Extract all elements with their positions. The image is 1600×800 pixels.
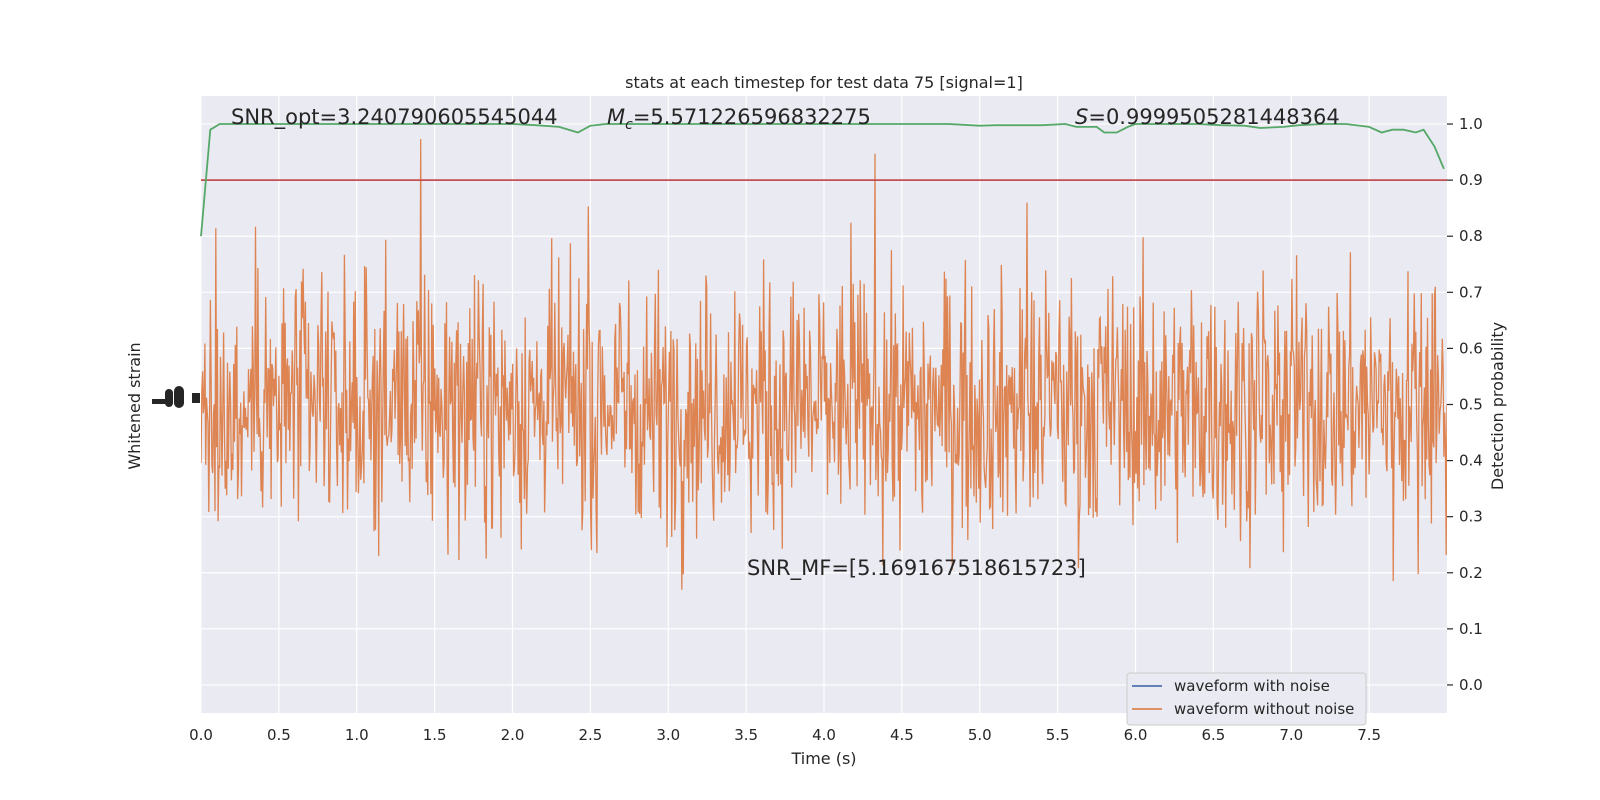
waveform-without-noise-trace (201, 138, 1447, 590)
chirp-mass-symbol: M (607, 105, 625, 129)
x-tick-label: 5.0 (968, 726, 992, 744)
left-axis-squashed-ticks (152, 386, 200, 408)
legend: waveform with noise waveform without noi… (1126, 672, 1367, 726)
right-y-axis-ticks: 0.0 0.1 0.2 0.3 0.4 0.5 0.6 0.7 0.8 0.9 1.0 (1447, 115, 1483, 694)
left-y-axis-label: Whitened strain (125, 342, 144, 469)
x-tick-label: 2.0 (501, 726, 525, 744)
x-tick-label: 6.5 (1201, 726, 1225, 744)
x-tick-label: 0.0 (189, 726, 213, 744)
right-y-axis-label: Detection probability (1488, 322, 1507, 490)
y-tick-label: 0.2 (1459, 564, 1483, 582)
snr-mf-annotation: SNR_MF=[5.169167518615723] (747, 556, 1086, 581)
x-tick-label: 1.5 (423, 726, 447, 744)
x-tick-label: 5.5 (1046, 726, 1070, 744)
y-tick-label: 0.3 (1459, 508, 1483, 526)
chart-title: stats at each timestep for test data 75 … (625, 73, 1023, 92)
x-tick-label: 1.0 (345, 726, 369, 744)
y-tick-label: 0.6 (1459, 339, 1483, 357)
x-axis-ticks: 0.0 0.5 1.0 1.5 2.0 2.5 3.0 3.5 4.0 4.5 5.0 5.5 6.0 6… (189, 726, 1381, 744)
y-tick-label: 0.8 (1459, 227, 1483, 245)
y-tick-label: 1.0 (1459, 115, 1483, 133)
detection-probability-line (200, 123, 1445, 237)
x-tick-label: 3.5 (734, 726, 758, 744)
x-tick-label: 4.0 (812, 726, 836, 744)
s-symbol: S (1075, 105, 1088, 129)
x-tick-label: 2.5 (578, 726, 602, 744)
x-axis-label: Time (s) (790, 749, 856, 768)
s-value: =0.9999505281448364 (1088, 105, 1339, 129)
s-annotation: S=0.9999505281448364 (1075, 105, 1340, 129)
y-tick-label: 0.9 (1459, 171, 1483, 189)
legend-label-noise: waveform with noise (1174, 677, 1330, 695)
x-tick-label: 4.5 (890, 726, 914, 744)
snr-opt-annotation: SNR_opt=3.240790605545044 (231, 105, 558, 130)
x-tick-label: 7.5 (1357, 726, 1381, 744)
y-tick-label: 0.0 (1459, 676, 1483, 694)
y-tick-label: 0.1 (1459, 620, 1483, 638)
chirp-mass-value: =5.571226596832275 (633, 105, 871, 129)
chirp-mass-subscript: c (625, 117, 633, 133)
legend-box (1126, 672, 1367, 726)
y-tick-label: 0.5 (1459, 396, 1483, 414)
x-tick-label: 6.0 (1124, 726, 1148, 744)
y-tick-label: 0.7 (1459, 283, 1483, 301)
y-tick-label: 0.4 (1459, 452, 1483, 470)
x-tick-label: 7.0 (1279, 726, 1303, 744)
x-tick-label: 3.0 (656, 726, 680, 744)
strain-path (201, 138, 1447, 590)
legend-label-clean: waveform without noise (1174, 700, 1354, 718)
x-tick-label: 0.5 (267, 726, 291, 744)
chirp-mass-annotation: Mc=5.571226596832275 (607, 105, 871, 133)
